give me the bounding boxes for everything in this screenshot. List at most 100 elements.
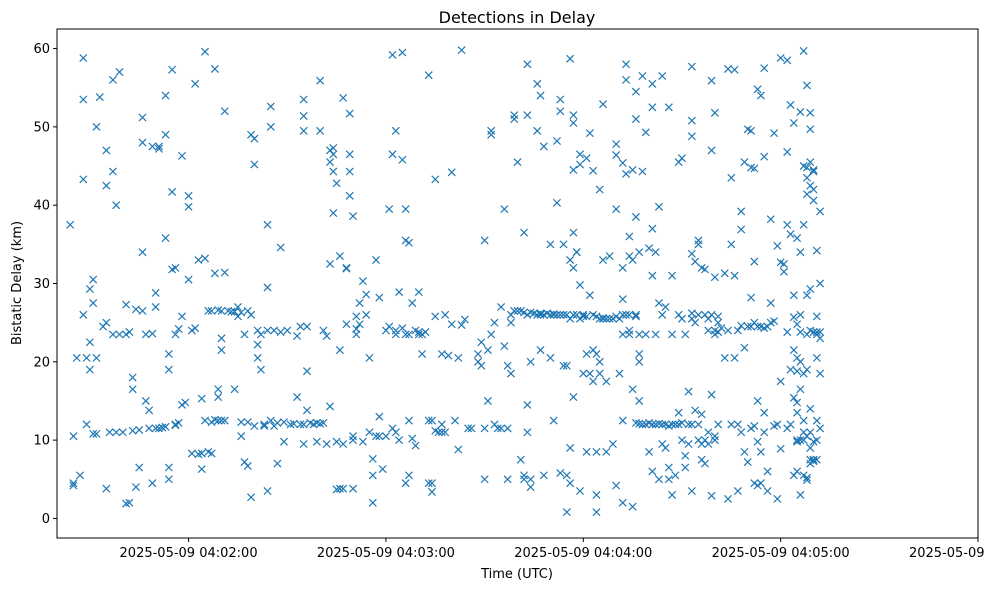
data-point <box>625 330 634 339</box>
data-point <box>480 236 489 245</box>
data-point <box>404 238 413 247</box>
data-point <box>733 420 742 429</box>
data-point <box>108 330 117 339</box>
data-point <box>654 475 663 484</box>
data-point <box>66 220 75 229</box>
data-point <box>237 432 246 441</box>
data-point <box>520 228 529 237</box>
data-point <box>299 420 308 429</box>
data-point <box>618 498 627 507</box>
data-point <box>618 263 627 272</box>
data-point <box>523 60 532 69</box>
data-point <box>92 429 101 438</box>
data-point <box>421 328 430 337</box>
data-point <box>79 310 88 319</box>
data-point <box>691 257 700 266</box>
data-point <box>339 93 348 102</box>
data-point <box>694 240 703 249</box>
data-point <box>579 369 588 378</box>
data-point <box>582 312 591 321</box>
data-point <box>414 288 423 297</box>
data-point <box>740 158 749 167</box>
data-point <box>585 369 594 378</box>
data-point <box>714 420 723 429</box>
data-point <box>85 365 94 374</box>
data-point <box>283 326 292 335</box>
data-point <box>582 447 591 456</box>
data-point <box>375 432 384 441</box>
data-point <box>372 255 381 265</box>
data-point <box>500 342 509 351</box>
data-point <box>526 483 535 492</box>
data-point <box>753 85 762 94</box>
data-point <box>806 125 815 134</box>
data-point <box>503 475 512 484</box>
data-point <box>368 498 377 507</box>
data-point <box>243 418 252 427</box>
data-point <box>266 122 275 131</box>
data-point <box>95 93 104 102</box>
data-point <box>575 486 585 496</box>
data-point <box>135 425 144 434</box>
data-point <box>717 324 726 333</box>
data-point <box>671 420 680 429</box>
data-point <box>770 129 779 138</box>
data-point <box>727 173 736 182</box>
data-point <box>483 396 492 405</box>
data-point <box>401 479 410 488</box>
data-point <box>372 432 381 441</box>
data-point <box>638 71 647 81</box>
y-tick-label: 60 <box>33 42 50 57</box>
data-point <box>424 71 433 80</box>
data-point <box>654 202 663 211</box>
data-point <box>319 326 328 335</box>
data-point <box>398 324 407 333</box>
data-point <box>694 420 703 429</box>
data-point <box>681 330 690 339</box>
data-point <box>398 48 407 57</box>
data-point <box>404 471 413 480</box>
data-point <box>631 87 640 96</box>
data-point <box>385 205 394 214</box>
data-point <box>572 248 581 257</box>
data-point <box>447 168 456 177</box>
data-point <box>589 377 598 386</box>
data-point <box>128 385 137 394</box>
data-point <box>618 310 627 319</box>
data-point <box>256 365 265 374</box>
data-point <box>648 271 657 280</box>
data-point <box>582 349 591 359</box>
data-point <box>447 320 456 329</box>
data-point <box>664 475 673 484</box>
data-point <box>625 326 634 335</box>
data-point <box>174 324 183 333</box>
data-point <box>105 428 114 437</box>
data-point <box>575 281 585 290</box>
data-point <box>812 436 821 445</box>
data-point <box>395 436 404 445</box>
data-point <box>816 334 825 343</box>
data-point <box>562 508 571 517</box>
data-point <box>302 367 312 376</box>
data-point <box>622 75 631 84</box>
data-point <box>506 369 515 378</box>
data-point <box>427 416 437 425</box>
data-point <box>217 346 226 355</box>
data-point <box>503 361 512 370</box>
data-point <box>240 330 249 339</box>
data-point <box>733 326 742 335</box>
data-point <box>398 155 407 164</box>
data-point <box>362 290 371 299</box>
data-point <box>631 310 640 319</box>
data-point <box>437 420 446 429</box>
data-point <box>809 455 818 464</box>
data-point <box>342 320 351 329</box>
data-point <box>135 463 144 472</box>
data-point <box>296 420 305 429</box>
data-point <box>727 240 736 249</box>
data-point <box>687 132 696 141</box>
data-point <box>575 150 585 159</box>
data-point <box>237 418 246 427</box>
data-point <box>552 310 561 319</box>
data-point <box>424 416 433 425</box>
